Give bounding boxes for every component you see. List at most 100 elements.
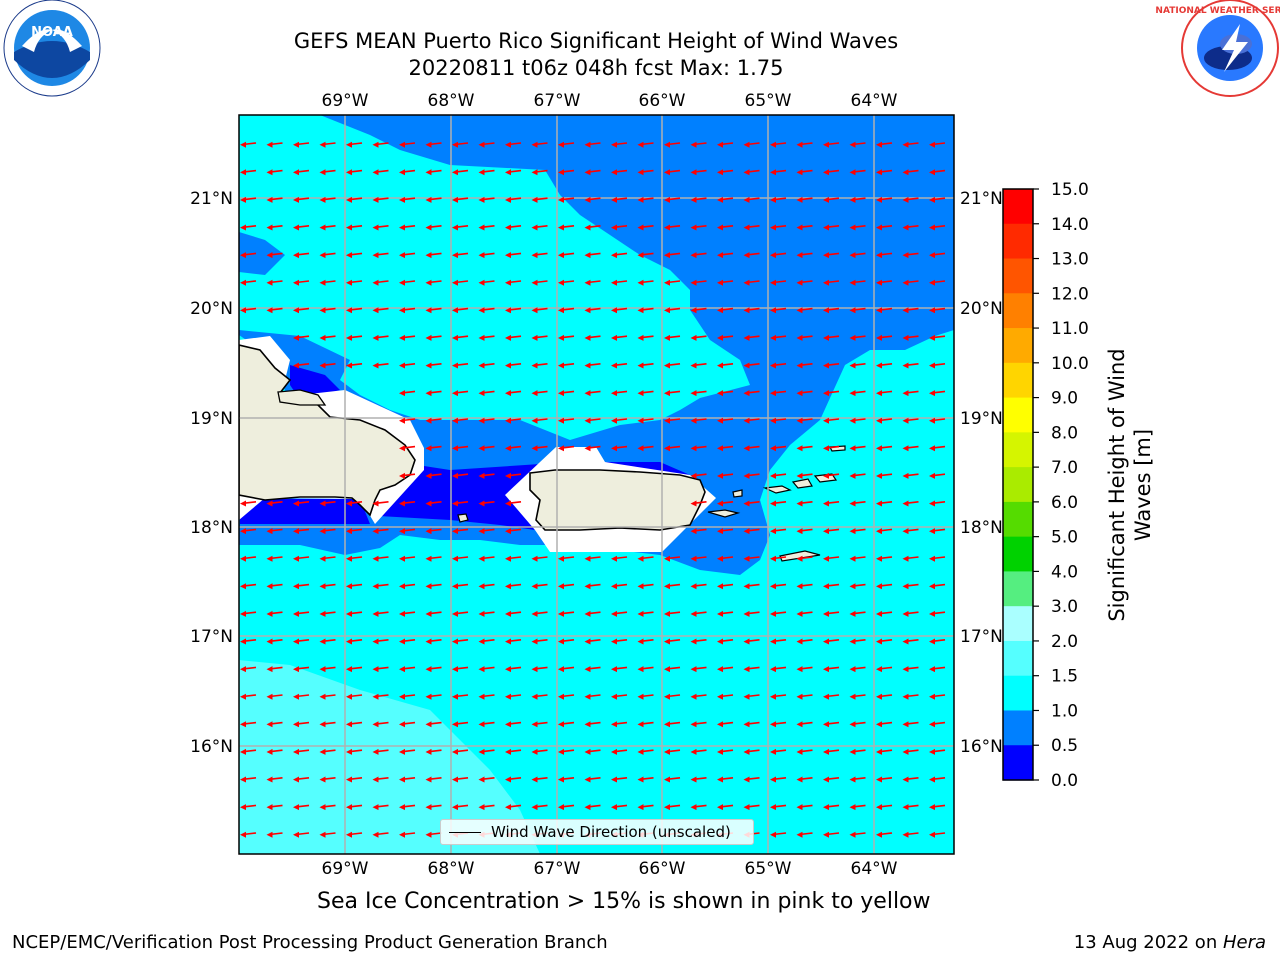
wave-direction-arrowhead (425, 638, 432, 645)
wave-direction-arrowhead (266, 610, 273, 617)
wave-direction-arrowhead (399, 252, 405, 259)
wave-direction-arrowhead (425, 196, 432, 203)
wave-direction-arrowhead (372, 831, 379, 838)
wave-direction-arrowhead (425, 390, 432, 397)
wave-direction-arrowhead (902, 500, 909, 507)
wave-direction-arrowhead (929, 334, 935, 341)
wave-direction-arrowhead (293, 500, 299, 507)
wave-direction-arrowhead (584, 196, 591, 203)
wave-direction-arrowhead (266, 748, 273, 755)
wave-direction-arrowhead (531, 169, 538, 176)
wave-direction-arrowhead (452, 555, 458, 562)
wave-direction-arrowhead (399, 500, 405, 507)
wave-direction-arrowhead (531, 362, 538, 369)
wave-direction-arrowhead (293, 307, 299, 314)
wave-direction-arrowhead (505, 748, 511, 755)
wave-direction-arrowhead (849, 528, 856, 535)
wave-direction-arrowhead (558, 693, 564, 700)
lon-label: 67°W (534, 91, 581, 111)
wave-direction-arrowhead (319, 721, 326, 728)
wave-direction-arrowhead (902, 666, 909, 673)
wave-direction-arrowhead (346, 638, 352, 645)
wave-direction-arrowhead (902, 445, 909, 452)
wave-direction-arrowhead (690, 196, 697, 203)
wave-direction-arrowhead (425, 721, 432, 728)
wave-direction-arrowhead (399, 776, 405, 783)
wave-direction-arrowhead (664, 804, 670, 811)
wave-direction-arrowhead (452, 693, 458, 700)
wave-direction-arrowhead (452, 307, 458, 314)
wave-direction-arrowhead (266, 666, 273, 673)
wave-direction-arrowhead (558, 279, 564, 286)
wave-direction-arrowhead (584, 693, 591, 700)
wave-direction-arrowhead (505, 666, 511, 673)
wave-direction-arrowhead (796, 638, 803, 645)
wave-direction-arrowhead (399, 472, 405, 479)
wave-direction-arrowhead (796, 169, 803, 176)
wave-direction-arrowhead (876, 500, 882, 507)
wave-direction-arrowhead (929, 583, 935, 590)
wave-direction-arrowhead (478, 417, 485, 424)
wave-direction-arrowhead (743, 555, 750, 562)
wave-direction-arrowhead (372, 307, 379, 314)
wave-direction-arrowhead (796, 555, 803, 562)
wave-direction-arrowhead (637, 776, 644, 783)
wave-direction-arrowhead (770, 169, 776, 176)
wave-direction-arrowhead (823, 169, 829, 176)
wave-direction-arrowhead (743, 528, 750, 535)
colorbar-swatch (1003, 397, 1033, 433)
wave-direction-arrowhead (425, 804, 432, 811)
wave-direction-arrowhead (849, 390, 856, 397)
wave-direction-arrowhead (717, 610, 723, 617)
wave-direction-arrowhead (849, 500, 856, 507)
colorbar-tick-label: 2.0 (1051, 632, 1078, 652)
wave-direction-arrowhead (929, 804, 935, 811)
wave-direction-arrowhead (823, 334, 829, 341)
wave-direction-arrowhead (690, 583, 697, 590)
lon-label: 68°W (428, 859, 475, 879)
wave-direction-arrowhead (505, 693, 511, 700)
wave-direction-arrowhead (743, 610, 750, 617)
wave-direction-arrowhead (796, 362, 803, 369)
wave-direction-arrowhead (452, 169, 458, 176)
wave-direction-arrowhead (266, 141, 273, 148)
lat-label: 21°N (190, 189, 233, 209)
wave-direction-arrowhead (425, 362, 432, 369)
wave-direction-arrowhead (452, 583, 458, 590)
wave-direction-arrowhead (584, 638, 591, 645)
wave-direction-arrowhead (293, 252, 299, 259)
wave-direction-arrowhead (664, 583, 670, 590)
wave-direction-arrowhead (399, 307, 405, 314)
wave-direction-arrowhead (399, 169, 405, 176)
colorbar-swatch (1003, 258, 1033, 294)
wave-direction-arrowhead (796, 528, 803, 535)
lon-label: 66°W (639, 91, 686, 111)
wave-direction-arrowhead (346, 307, 352, 314)
wave-direction-arrowhead (531, 555, 538, 562)
wave-direction-arrowhead (770, 417, 776, 424)
wave-direction-arrowhead (611, 196, 617, 203)
wave-direction-arrowhead (743, 445, 750, 452)
colorbar-swatch (1003, 536, 1033, 573)
wave-direction-arrowhead (372, 555, 379, 562)
wave-direction-arrowhead (849, 445, 856, 452)
wave-direction-arrowhead (611, 307, 617, 314)
wave-direction-arrowhead (902, 721, 909, 728)
wave-direction-arrowhead (690, 666, 697, 673)
wave-direction-arrowhead (584, 307, 591, 314)
wave-direction-arrowhead (372, 528, 379, 535)
wave-direction-arrowhead (425, 610, 432, 617)
wave-direction-arrowhead (770, 472, 776, 479)
lat-label: 18°N (190, 518, 233, 538)
colorbar-swatch (1003, 640, 1033, 677)
wave-direction-arrowhead (717, 141, 723, 148)
wave-direction-arrowhead (478, 776, 485, 783)
island-culebra (732, 489, 743, 498)
wave-direction-arrowhead (505, 307, 511, 314)
wave-direction-arrowhead (637, 390, 644, 397)
wave-direction-arrowhead (478, 804, 485, 811)
wave-direction-arrowhead (849, 804, 856, 811)
wave-direction-arrowhead (796, 279, 803, 286)
wave-direction-arrowhead (611, 141, 617, 148)
wave-direction-arrowhead (849, 472, 856, 479)
